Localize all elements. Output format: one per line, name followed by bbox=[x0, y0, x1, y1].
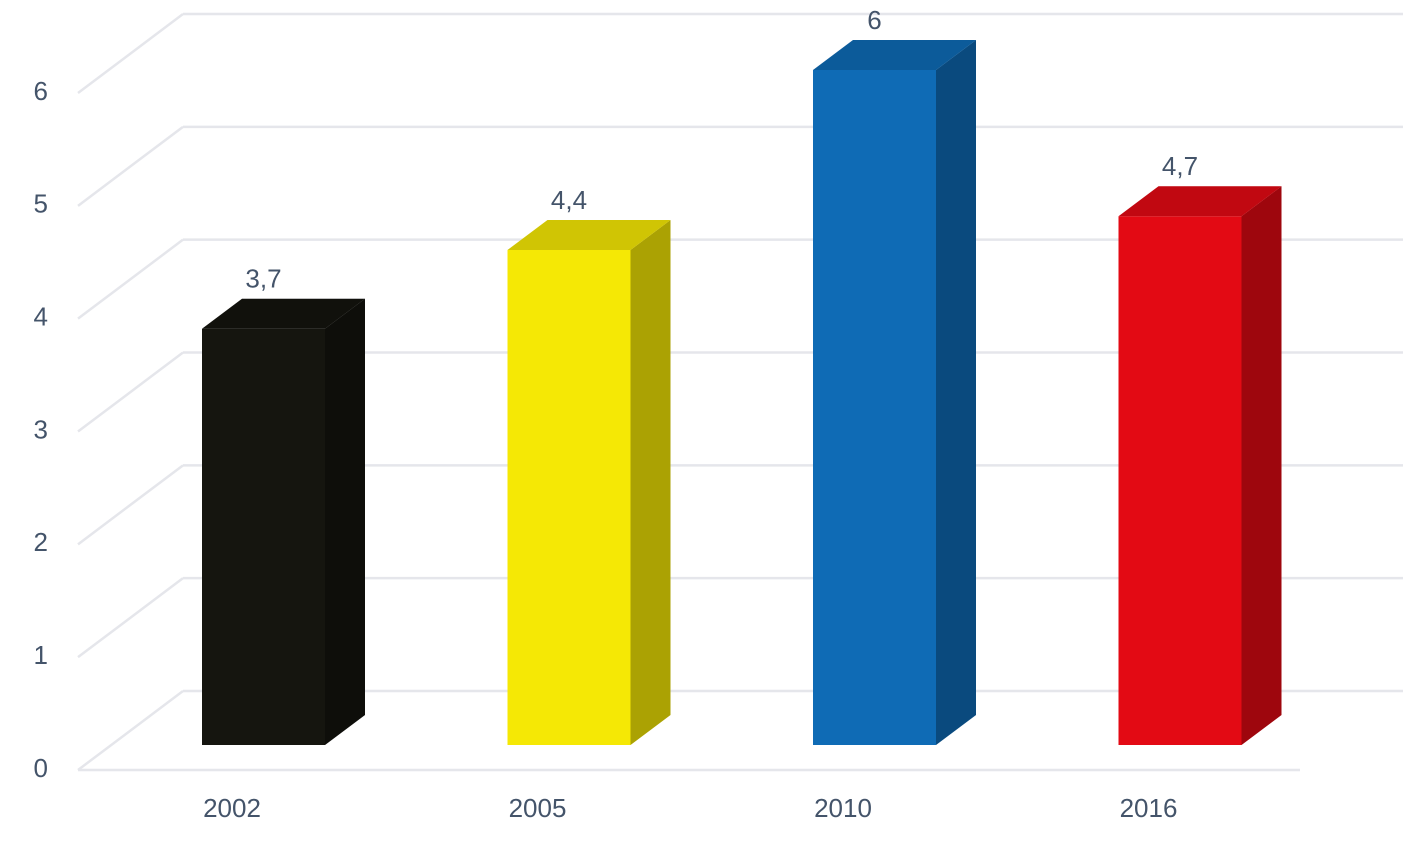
grid-line-side bbox=[77, 351, 184, 433]
y-tick-label: 3 bbox=[34, 414, 48, 444]
bar-side bbox=[1241, 186, 1282, 745]
bar-top bbox=[1118, 186, 1282, 217]
bar-top bbox=[813, 40, 976, 70]
value-label: 6 bbox=[867, 5, 881, 35]
bar-side-shade bbox=[630, 220, 671, 745]
x-tick-label: 2010 bbox=[814, 793, 872, 823]
bar-top bbox=[507, 220, 671, 250]
bar-side-shade bbox=[325, 298, 365, 745]
bar-side bbox=[325, 298, 365, 745]
x-tick-label: 2002 bbox=[203, 793, 261, 823]
bar-top-shade bbox=[813, 40, 976, 70]
grid-line-side bbox=[77, 125, 184, 207]
bar bbox=[202, 328, 325, 745]
bar-side bbox=[630, 220, 671, 745]
bar-side-shade bbox=[1241, 186, 1282, 745]
x-tick-label: 2016 bbox=[1120, 793, 1178, 823]
bar-side bbox=[936, 40, 976, 745]
bar-top-shade bbox=[1118, 186, 1282, 217]
bar-top-shade bbox=[202, 298, 365, 329]
value-label: 4,7 bbox=[1162, 151, 1198, 181]
y-tick-label: 2 bbox=[34, 527, 48, 557]
bar-top-shade bbox=[507, 220, 671, 250]
value-label: 4,4 bbox=[551, 185, 587, 215]
grid-line-side bbox=[77, 13, 184, 94]
y-tick-label: 1 bbox=[34, 640, 48, 670]
grid-line-side bbox=[77, 577, 184, 659]
bar bbox=[507, 250, 631, 745]
grid-line-side bbox=[77, 238, 184, 320]
grid-line-side bbox=[77, 464, 184, 546]
x-tick-label: 2005 bbox=[509, 793, 567, 823]
y-tick-label: 0 bbox=[34, 753, 48, 783]
bar bbox=[1118, 216, 1242, 745]
bar-side-shade bbox=[936, 40, 976, 745]
y-tick-label: 4 bbox=[34, 302, 48, 332]
bar-top bbox=[202, 298, 365, 329]
y-tick-label: 5 bbox=[34, 189, 48, 219]
bar bbox=[813, 70, 936, 745]
grid-line-side bbox=[77, 690, 184, 771]
value-label: 3,7 bbox=[245, 264, 281, 294]
y-tick-label: 6 bbox=[34, 76, 48, 106]
